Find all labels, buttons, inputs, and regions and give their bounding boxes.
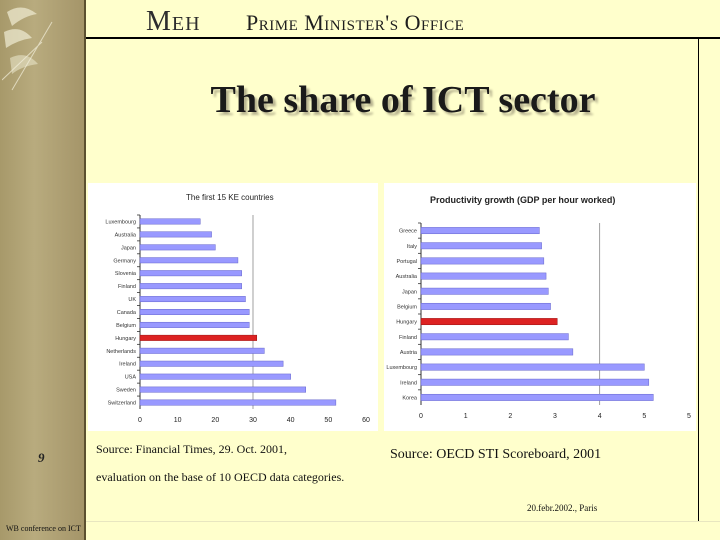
bar-luxembourg — [420, 363, 645, 371]
footer-conference-label: WB conference on ICT — [6, 524, 81, 533]
bar-slovenia — [139, 270, 242, 277]
decorative-sidebar — [0, 0, 86, 540]
bar-hungary — [420, 318, 558, 326]
category-label-greece: Greece — [399, 229, 417, 235]
bar-usa — [139, 373, 291, 380]
chart-productivity-growth-svg: Productivity growth (GDP per hour worked… — [386, 195, 691, 420]
chart-2-title: Productivity growth (GDP per hour worked… — [430, 195, 615, 205]
category-label-australia: Australia — [115, 232, 137, 238]
right-divider — [698, 39, 699, 521]
bar-netherlands — [139, 347, 265, 354]
slide-number: 9 — [38, 450, 45, 465]
bar-ireland — [139, 360, 284, 367]
brand-logo: M EH — [146, 6, 201, 37]
leaf-ornament-icon — [2, 7, 53, 91]
chart-1-xtick-label: 30 — [249, 417, 257, 424]
bar-luxembourg — [139, 218, 201, 225]
category-label-belgium: Belgium — [116, 323, 136, 329]
source-right: Source: OECD STI Scoreboard, 2001 — [390, 447, 602, 462]
category-label-slovenia: Slovenia — [115, 271, 137, 277]
bar-ireland — [420, 378, 650, 386]
chart-2-xtick-label: 0 — [419, 413, 423, 420]
date-note: 20.febr.2002., Paris — [527, 503, 598, 513]
chart-1-xtick-label: 10 — [174, 417, 182, 424]
bar-austria — [420, 348, 574, 356]
chart-2-xtick-label: 2 — [508, 413, 512, 420]
category-label-canada: Canada — [117, 310, 137, 316]
header-divider — [86, 37, 720, 39]
brand-rest: EH — [171, 13, 201, 35]
chart-2-xtick-label: 5 — [642, 413, 646, 420]
category-label-hungary: Hungary — [396, 320, 417, 326]
brand-cap: M — [146, 6, 172, 37]
bar-canada — [139, 309, 250, 315]
chart-1-xtick-label: 50 — [324, 417, 332, 424]
category-label-germany: Germany — [113, 258, 136, 264]
category-label-netherlands: Netherlands — [106, 349, 136, 355]
category-label-ireland: Ireland — [119, 362, 136, 368]
bar-sweden — [139, 386, 306, 393]
category-label-belgium: Belgium — [397, 304, 417, 310]
bar-portugal — [420, 257, 545, 265]
category-label-austria: Austria — [400, 350, 418, 356]
category-label-korea: Korea — [402, 395, 418, 401]
header-bar: M EH Prime Minister's Office — [86, 0, 720, 38]
category-label-portugal: Portugal — [397, 259, 418, 265]
category-label-luxembourg: Luxembourg — [105, 219, 136, 225]
category-label-sweden: Sweden — [116, 388, 136, 394]
category-label-uk: UK — [128, 297, 136, 303]
bar-japan — [139, 244, 216, 251]
bar-japan — [420, 287, 549, 295]
bar-belgium — [420, 302, 551, 310]
bar-finland — [420, 333, 569, 341]
source-left-line2: evaluation on the base of 10 OECD data c… — [96, 470, 345, 484]
bar-uk — [139, 296, 246, 303]
category-label-finland: Finland — [399, 335, 417, 341]
chart-1-xtick-label: 60 — [362, 417, 370, 424]
chart-ke-countries-svg: The first 15 KE countries Luxembourg Austr… — [105, 193, 370, 424]
category-label-japan: Japan — [121, 245, 136, 251]
category-label-switzerland: Switzerland — [108, 401, 136, 407]
bar-belgium — [139, 321, 250, 328]
office-name: Prime Minister's Office — [246, 10, 465, 35]
category-label-ireland: Ireland — [400, 380, 417, 386]
chart-1-xtick-label: 20 — [211, 417, 219, 424]
bar-australia — [420, 272, 547, 280]
source-left-line1: Source: Financial Times, 29. Oct. 2001, — [96, 442, 287, 456]
chart-2-xtick-label: 3 — [553, 413, 557, 420]
footer-divider — [86, 521, 720, 522]
chart-1-title: The first 15 KE countries — [186, 193, 274, 202]
bar-switzerland — [139, 399, 337, 406]
bar-hungary — [139, 334, 258, 341]
category-label-hungary: Hungary — [115, 336, 136, 342]
bar-germany — [139, 257, 239, 264]
chart-2-xtick-label: 5 — [687, 413, 691, 420]
category-label-luxembourg: Luxembourg — [386, 365, 417, 371]
bar-italy — [420, 242, 542, 250]
bar-finland — [139, 283, 242, 290]
chart-1-xtick-label: 0 — [138, 417, 142, 424]
chart-2-xtick-label: 1 — [464, 413, 468, 420]
bar-greece — [420, 227, 540, 235]
category-label-japan: Japan — [402, 289, 417, 295]
slide-title: The share of ICT sector — [210, 79, 596, 121]
category-label-italy: Italy — [407, 244, 417, 250]
category-label-finland: Finland — [118, 284, 136, 290]
bar-korea — [420, 393, 654, 401]
category-label-usa: USA — [125, 375, 137, 381]
bar-australia — [139, 231, 212, 238]
chart-1-xtick-label: 40 — [287, 417, 295, 424]
chart-2-xtick-label: 4 — [598, 413, 602, 420]
category-label-australia: Australia — [396, 274, 418, 280]
chart-ke-countries: The first 15 KE countries Luxembourg Austr… — [88, 183, 378, 431]
chart-productivity-growth: Productivity growth (GDP per hour worked… — [384, 183, 696, 431]
